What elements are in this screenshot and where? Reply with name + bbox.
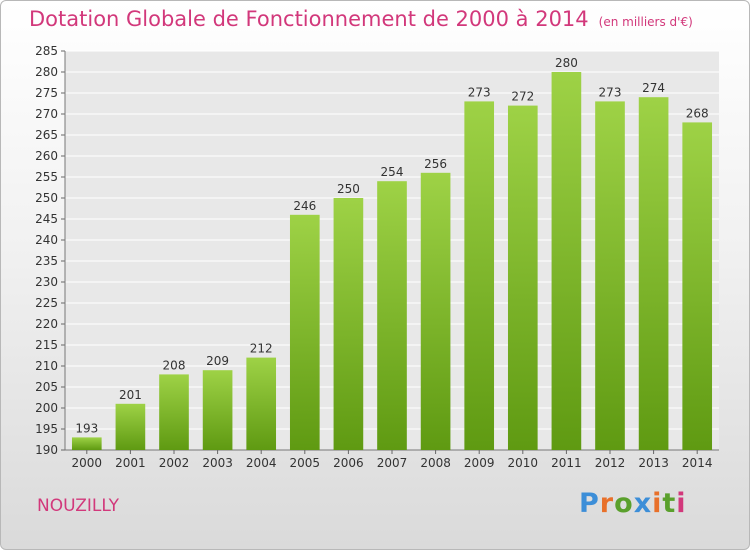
bar (202, 370, 233, 450)
bar (638, 97, 669, 450)
bar-value-label: 256 (424, 157, 447, 171)
bar (246, 357, 277, 450)
bar (420, 172, 451, 451)
commune-name: NOUZILLY (37, 496, 119, 516)
logo-letter: i (676, 488, 687, 519)
bar-value-label: 272 (511, 90, 534, 104)
bar (115, 403, 146, 450)
y-tick-label: 220 (35, 317, 58, 331)
y-tick-label: 265 (35, 128, 58, 142)
bar (333, 198, 364, 450)
chart-title-text: Dotation Globale de Fonctionnement de 20… (29, 7, 589, 31)
y-tick-label: 270 (35, 107, 58, 121)
x-tick-label: 2007 (377, 456, 408, 470)
y-tick-label: 215 (35, 338, 58, 352)
x-tick-label: 2013 (638, 456, 669, 470)
proxiti-logo: Proxiti (579, 488, 687, 519)
y-tick-label: 235 (35, 254, 58, 268)
x-tick-label: 2005 (290, 456, 321, 470)
y-tick-label: 240 (35, 233, 58, 247)
x-tick-label: 2008 (420, 456, 451, 470)
bar-value-label: 273 (599, 85, 622, 99)
bar-value-label: 212 (250, 342, 273, 356)
bar-value-label: 268 (686, 106, 709, 120)
bar (682, 122, 713, 451)
y-tick-label: 280 (35, 65, 58, 79)
y-tick-label: 255 (35, 170, 58, 184)
bar-value-label: 250 (337, 182, 360, 196)
bar-value-label: 193 (75, 421, 98, 435)
y-tick-label: 250 (35, 191, 58, 205)
bar-value-label: 274 (642, 81, 665, 95)
x-tick-label: 2009 (464, 456, 495, 470)
x-tick-label: 2006 (333, 456, 364, 470)
bar (289, 214, 320, 450)
logo-letter: t (662, 488, 677, 519)
y-tick-label: 275 (35, 86, 58, 100)
logo-letter: o (614, 488, 634, 519)
y-tick-label: 225 (35, 296, 58, 310)
bar-value-label: 246 (293, 199, 316, 213)
logo-letter: r (599, 488, 615, 519)
x-tick-label: 2002 (159, 456, 190, 470)
bar (159, 374, 189, 450)
y-tick-label: 195 (35, 422, 58, 436)
bar (377, 181, 407, 450)
bar (71, 437, 102, 450)
x-tick-label: 2001 (115, 456, 146, 470)
bar (551, 72, 582, 450)
bar (507, 105, 538, 450)
y-tick-label: 200 (35, 401, 58, 415)
x-tick-label: 2012 (595, 456, 626, 470)
x-tick-label: 2011 (551, 456, 582, 470)
bar-value-label: 209 (206, 354, 229, 368)
bar-value-label: 201 (119, 388, 142, 402)
y-tick-label: 245 (35, 212, 58, 226)
y-tick-label: 230 (35, 275, 58, 289)
bar (595, 101, 625, 451)
x-tick-label: 2014 (682, 456, 713, 470)
y-tick-label: 190 (35, 443, 58, 457)
logo-letter: P (579, 488, 600, 519)
x-tick-label: 2010 (508, 456, 539, 470)
chart-title: Dotation Globale de Fonctionnement de 20… (29, 7, 693, 31)
y-tick-label: 285 (35, 44, 58, 58)
bar-value-label: 273 (468, 85, 491, 99)
bar (464, 101, 495, 451)
y-tick-label: 260 (35, 149, 58, 163)
x-tick-label: 2003 (202, 456, 233, 470)
chart-unit-label: (en milliers d'€) (598, 15, 693, 29)
x-tick-label: 2004 (246, 456, 277, 470)
bar-value-label: 280 (555, 56, 578, 70)
y-tick-label: 210 (35, 359, 58, 373)
logo-letter: x (633, 488, 653, 519)
x-tick-label: 2000 (72, 456, 103, 470)
logo-letter: i (652, 488, 663, 519)
y-tick-label: 205 (35, 380, 58, 394)
bar-value-label: 254 (381, 165, 404, 179)
bar-value-label: 208 (163, 358, 186, 372)
